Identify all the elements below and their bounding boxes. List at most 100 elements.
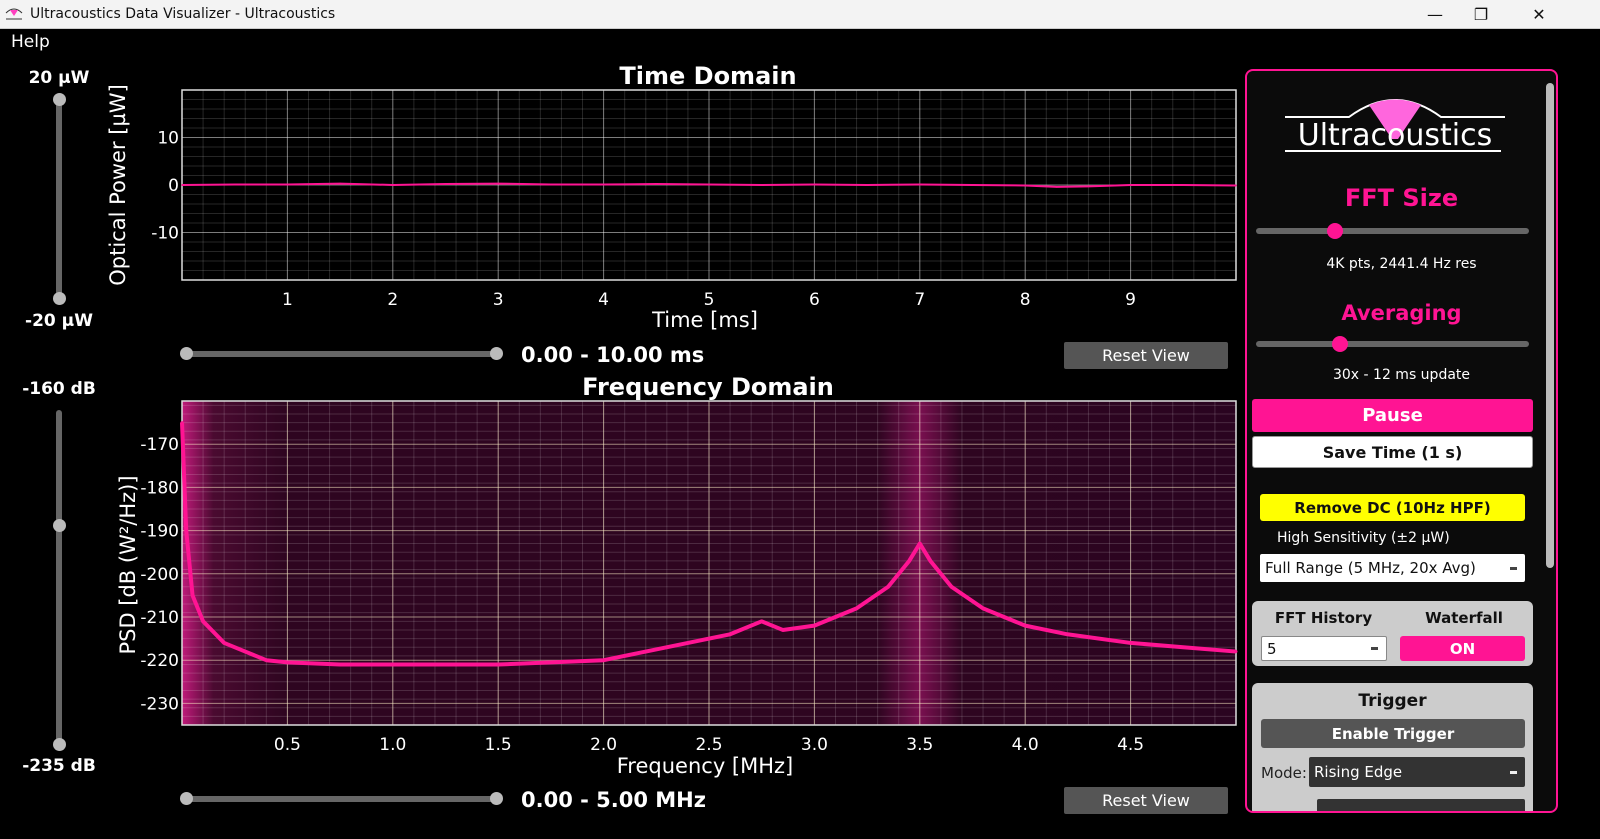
enable-trigger-button[interactable]: Enable Trigger	[1261, 719, 1525, 748]
freq-min-thumb[interactable]	[53, 738, 66, 751]
time-plot-title: Time Domain	[619, 62, 797, 90]
fft-size-thumb[interactable]	[1327, 223, 1343, 239]
data-point	[549, 660, 553, 664]
averaging-thumb[interactable]	[1332, 336, 1348, 352]
freq-x-start-thumb[interactable]	[180, 792, 193, 805]
data-point	[497, 182, 500, 185]
data-point	[1234, 650, 1238, 654]
freq-range-readout: 0.00 - 5.00 MHz	[521, 788, 706, 812]
data-point	[550, 183, 552, 186]
x-tick-label: 4	[598, 290, 609, 310]
data-point	[444, 183, 447, 185]
data-point	[201, 619, 205, 623]
averaging-slider[interactable]	[1256, 341, 1529, 347]
x-tick-label: 3	[493, 290, 504, 310]
minimize-button[interactable]: —	[1427, 5, 1443, 24]
data-point	[1024, 184, 1026, 187]
fft-size-info: 4K pts, 2441.4 Hz res	[1326, 256, 1477, 272]
freq-reset-view-button[interactable]: Reset View	[1064, 787, 1228, 814]
trigger-mode-select[interactable]: Rising Edge	[1309, 757, 1525, 787]
x-tick-label: 7	[914, 290, 925, 310]
data-point	[286, 183, 289, 186]
app-icon	[5, 8, 23, 20]
data-point	[949, 585, 953, 589]
data-point	[928, 559, 932, 563]
sensitivity-label[interactable]: High Sensitivity (±2 µW)	[1277, 530, 1450, 546]
data-point	[1129, 641, 1133, 645]
restore-button[interactable]: ❐	[1473, 5, 1489, 24]
data-point	[1181, 645, 1185, 649]
x-tick-label: 8	[1020, 290, 1031, 310]
data-point	[496, 663, 500, 667]
close-button[interactable]: ✕	[1532, 5, 1546, 24]
y-tick-label: -10	[151, 224, 179, 244]
waterfall-toggle[interactable]: ON	[1400, 636, 1525, 661]
freq-mid-thumb[interactable]	[53, 519, 66, 532]
data-point	[918, 542, 922, 546]
trigger-mode-value: Rising Edge	[1314, 763, 1403, 781]
averaging-title: Averaging	[1341, 301, 1462, 325]
data-point	[781, 628, 785, 632]
fft-history-value: 5	[1267, 639, 1277, 658]
waterfall-label: Waterfall	[1425, 609, 1503, 627]
dropdown-icon	[1510, 566, 1517, 570]
data-point	[233, 183, 236, 186]
dropdown-icon	[1371, 647, 1378, 651]
x-tick-label: 9	[1125, 290, 1136, 310]
freq-x-range-slider[interactable]	[186, 796, 497, 802]
panel-scrollbar[interactable]	[1546, 83, 1554, 568]
data-point	[602, 183, 605, 186]
data-point	[1235, 184, 1237, 187]
freq-range-slider[interactable]	[56, 410, 62, 745]
window-title: Ultracoustics Data Visualizer - Ultracou…	[30, 6, 336, 22]
data-point	[812, 624, 816, 628]
time-x-start-thumb[interactable]	[180, 347, 193, 360]
data-point	[338, 663, 342, 667]
x-tick-label: 2.5	[695, 735, 722, 755]
freq-x-end-thumb[interactable]	[490, 792, 503, 805]
fft-history-label: FFT History	[1274, 609, 1373, 627]
data-point	[181, 184, 183, 186]
time-x-end-thumb[interactable]	[490, 347, 503, 360]
averaging-info: 30x - 12 ms update	[1332, 367, 1471, 383]
freq-plot-title: Frequency Domain	[582, 373, 834, 401]
series-line	[180, 422, 1237, 667]
time-min-label: -20 µW	[25, 311, 93, 331]
charts: 1 2 3 4 5 6 7 8 9 10 0 -10 0.5 1.0 1.5 2.0 2.5 3.0 3.5 4.0 4…	[140, 89, 1238, 755]
pause-button[interactable]: Pause	[1252, 399, 1533, 432]
save-time-button[interactable]: Save Time (1 s)	[1252, 436, 1533, 468]
data-point	[264, 658, 268, 662]
data-point	[886, 585, 890, 589]
data-point	[222, 641, 226, 645]
time-x-range-slider[interactable]	[186, 351, 497, 357]
time-min-thumb[interactable]	[53, 292, 66, 305]
x-tick-label: 5	[704, 290, 715, 310]
plot-border	[181, 400, 1237, 726]
time-range-slider[interactable]	[56, 100, 62, 300]
time-range-readout: 0.00 - 10.00 ms	[521, 343, 705, 367]
data-point	[971, 184, 974, 186]
x-tick-label: 1	[282, 290, 293, 310]
data-point	[602, 658, 606, 662]
data-point	[644, 650, 648, 654]
time-reset-view-button[interactable]: Reset View	[1064, 342, 1228, 369]
trigger-mode-label: Mode:	[1261, 764, 1307, 782]
data-point	[184, 529, 188, 533]
trigger-extra-select[interactable]	[1317, 799, 1525, 811]
x-tick-label: 6	[809, 290, 820, 310]
data-point	[191, 593, 195, 597]
time-max-thumb[interactable]	[53, 93, 66, 106]
trigger-title: Trigger	[1358, 691, 1427, 711]
y-tick-label: -210	[140, 608, 179, 628]
fft-history-select[interactable]: 5	[1261, 636, 1387, 661]
mode-select[interactable]: Full Range (5 MHz, 20x Avg)	[1260, 554, 1525, 582]
remove-dc-button[interactable]: Remove DC (10Hz HPF)	[1260, 494, 1525, 521]
data-point	[285, 660, 289, 664]
mode-select-value: Full Range (5 MHz, 20x Avg)	[1265, 559, 1476, 577]
time-ylabel: Optical Power [µW]	[106, 84, 130, 286]
fft-size-slider[interactable]	[1256, 228, 1529, 234]
x-tick-label: 1.0	[379, 735, 406, 755]
dropdown-icon	[1510, 770, 1517, 774]
y-tick-label: -180	[140, 478, 179, 498]
menu-help[interactable]: Help	[11, 32, 50, 52]
